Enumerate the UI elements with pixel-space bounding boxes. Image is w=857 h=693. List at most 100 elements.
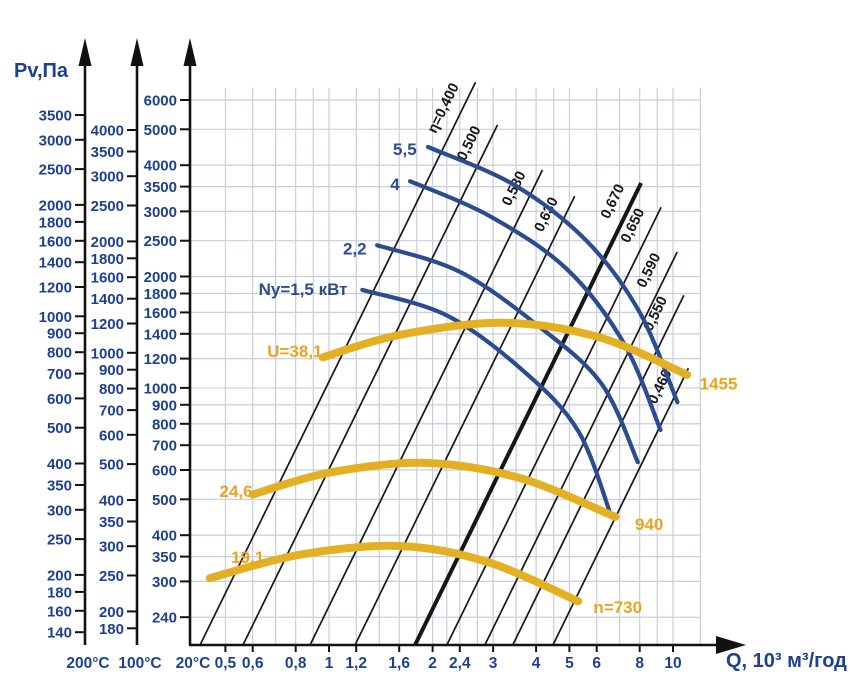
fan-speed-label: 19,1 (231, 548, 264, 567)
pressure-tick-label: 400 (99, 493, 124, 510)
pressure-axis-arrow-1 (130, 38, 144, 66)
pressure-tick-label: 300 (99, 539, 124, 556)
pressure-tick-label: 800 (99, 381, 124, 398)
pressure-tick-label: 1200 (91, 316, 124, 333)
pressure-tick-label: 1800 (91, 251, 124, 268)
pressure-tick-label: 800 (47, 345, 72, 362)
pressure-tick-label: 900 (99, 362, 124, 379)
pressure-tick-label: 250 (99, 568, 124, 585)
pressure-tick-label: 300 (47, 502, 72, 519)
flow-tick-label: 0,5 (215, 655, 237, 672)
flow-tick-label: 2,4 (449, 655, 471, 672)
pressure-tick-label: 5000 (144, 122, 177, 139)
pressure-tick-label: 1200 (39, 280, 72, 297)
flow-tick-label: 3 (489, 655, 498, 672)
fan-speed-label: 24,6 (220, 482, 253, 501)
pressure-tick-label: 300 (152, 574, 177, 591)
pressure-tick-label: 200 (47, 567, 72, 584)
pressure-tick-label: 3500 (144, 179, 177, 196)
pressure-tick-label: 1600 (144, 305, 177, 322)
fan-speed-curve-n-730 (205, 541, 583, 606)
fan-speed-curve-n-1455 (318, 318, 692, 379)
temperature-label-1: 100°C (118, 655, 161, 672)
flow-tick-label: 1,2 (345, 655, 367, 672)
pressure-tick-label: 1000 (91, 345, 124, 362)
flow-tick-label: 2 (428, 655, 437, 672)
flow-axis-title: Q, 10³ м³/год (726, 650, 847, 672)
pressure-tick-label: 350 (152, 549, 177, 566)
pressure-tick-label: 250 (47, 532, 72, 549)
pressure-tick-label: 3500 (39, 108, 72, 125)
pressure-tick-label: 500 (152, 492, 177, 509)
flow-tick-label: 0,8 (285, 655, 307, 672)
pressure-tick-label: 350 (99, 514, 124, 531)
pressure-tick-label: 2000 (144, 269, 177, 286)
pressure-tick-label: 200 (99, 604, 124, 621)
pressure-tick-label: 350 (47, 478, 72, 495)
efficiency-label-0.59: 0,590 (634, 251, 664, 291)
temperature-label-0: 200°C (66, 655, 109, 672)
pressure-tick-label: 6000 (144, 93, 177, 110)
pressure-tick-label: 3000 (144, 204, 177, 221)
flow-tick-label: 0,6 (242, 655, 264, 672)
efficiency-line-0.58 (309, 169, 544, 646)
pressure-tick-label: 3000 (39, 132, 72, 149)
pressure-tick-label: 1000 (144, 380, 177, 397)
pressure-tick-label: 900 (47, 326, 72, 343)
efficiency-label-0.4: η=0,400 (425, 81, 463, 136)
pressure-tick-label: 180 (47, 584, 72, 601)
pressure-tick-label: 600 (152, 463, 177, 480)
efficiency-line-0.4 (199, 81, 477, 646)
flow-tick-label: 6 (592, 655, 601, 672)
pressure-tick-label: 3500 (91, 144, 124, 161)
flow-tick-label: 8 (635, 655, 644, 672)
pressure-tick-label: 180 (99, 621, 124, 638)
power-curve-label: 5,5 (393, 140, 417, 159)
flow-tick-label: 1,6 (388, 655, 410, 672)
flow-tick-label: 1 (325, 655, 334, 672)
pressure-tick-label: 1400 (39, 255, 72, 272)
power-curve-label: 4 (390, 175, 400, 194)
power-curve-Ny-5.5 (425, 144, 680, 405)
pressure-tick-label: 240 (152, 610, 177, 627)
pressure-tick-label: 2000 (91, 234, 124, 251)
pressure-tick-label: 1800 (144, 286, 177, 303)
pressure-tick-label: 600 (47, 391, 72, 408)
fan-speed-label: 1455 (700, 375, 738, 394)
efficiency-line-0.59 (484, 251, 678, 646)
pressure-axis-arrow-2 (183, 38, 197, 66)
pressure-tick-label: 1600 (39, 233, 72, 250)
efficiency-line-0.65 (446, 206, 662, 646)
pressure-tick-label: 140 (47, 625, 72, 642)
pressure-tick-label: 400 (152, 528, 177, 545)
pressure-tick-label: 500 (47, 420, 72, 437)
efficiency-line-0.63 (354, 195, 576, 646)
pressure-tick-label: 1400 (144, 326, 177, 343)
fan-speed-curve-n-940 (248, 458, 620, 521)
pressure-tick-label: 500 (99, 457, 124, 474)
power-curve-label: 2,2 (343, 239, 367, 258)
flow-tick-label: 10 (664, 655, 681, 672)
fan-speed-label: 940 (635, 515, 663, 534)
pressure-tick-label: 1800 (39, 214, 72, 231)
power-curve-Ny-4 (407, 179, 663, 432)
pressure-axis-arrow-0 (78, 38, 92, 66)
pressure-tick-label: 2000 (39, 197, 72, 214)
pressure-tick-label: 2500 (39, 162, 72, 179)
pressure-tick-label: 160 (47, 603, 72, 620)
power-curve-label: Ny=1,5 кВт (259, 280, 348, 299)
pressure-axis-title: Pv,Па (14, 60, 69, 82)
pressure-tick-label: 2500 (144, 233, 177, 250)
pressure-tick-label: 1000 (39, 309, 72, 326)
fan-speed-label: U=38,1 (267, 342, 322, 361)
pressure-tick-label: 1400 (91, 291, 124, 308)
pressure-tick-label: 2500 (91, 198, 124, 215)
flow-tick-label: 4 (532, 655, 541, 672)
pressure-tick-label: 700 (47, 366, 72, 383)
pressure-tick-label: 3000 (91, 169, 124, 186)
pressure-tick-label: 800 (152, 416, 177, 433)
pressure-tick-label: 1600 (91, 270, 124, 287)
power-curve-Ny-1.5 (360, 287, 613, 518)
